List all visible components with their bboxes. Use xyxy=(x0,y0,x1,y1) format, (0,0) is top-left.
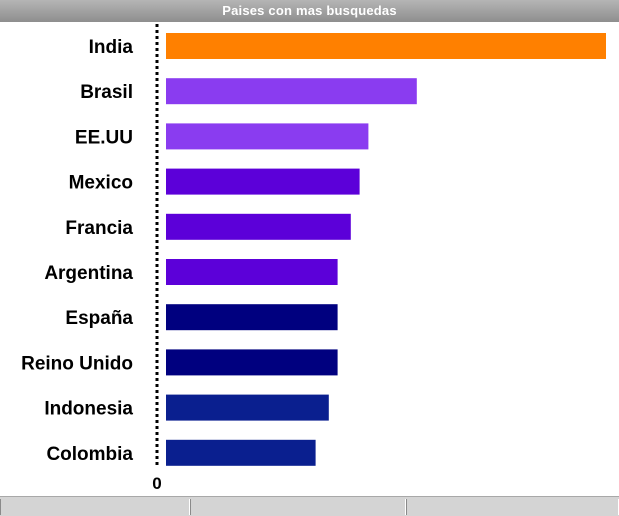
bar-5 xyxy=(166,259,338,285)
category-label-6: España xyxy=(65,308,133,329)
status-bar xyxy=(0,496,619,516)
window-title: Paises con mas busquedas xyxy=(0,0,619,22)
category-label-7: Reino Unido xyxy=(21,353,133,374)
category-label-0: India xyxy=(89,37,134,58)
status-pane-1 xyxy=(0,499,190,515)
bar-6 xyxy=(166,304,338,331)
bar-chart: India Brasil EE.UU Mexico Francia Argentina Es… xyxy=(21,24,606,493)
status-pane-3 xyxy=(406,499,619,515)
bar-2 xyxy=(166,123,369,150)
category-label-8: Indonesia xyxy=(44,399,133,420)
bar-1 xyxy=(166,78,417,105)
bar-7 xyxy=(166,349,338,376)
bar-0 xyxy=(166,33,606,59)
category-label-1: Brasil xyxy=(80,82,133,103)
category-label-5: Argentina xyxy=(44,263,133,284)
bar-4 xyxy=(166,213,351,240)
category-label-4: Francia xyxy=(65,218,133,239)
category-label-2: EE.UU xyxy=(75,127,133,148)
x-axis-zero-label: 0 xyxy=(152,474,161,493)
status-pane-2 xyxy=(190,499,406,515)
category-label-9: Colombia xyxy=(46,444,133,465)
bar-8 xyxy=(166,394,329,421)
bar-9 xyxy=(166,439,316,466)
bar-3 xyxy=(166,168,360,195)
category-label-3: Mexico xyxy=(69,173,133,194)
